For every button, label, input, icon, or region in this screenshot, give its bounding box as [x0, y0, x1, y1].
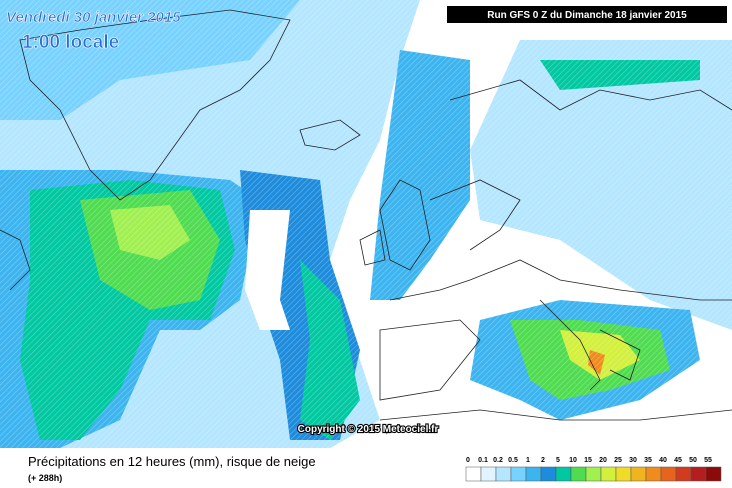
legend-swatch — [705, 466, 722, 482]
legend: 0 0.1 0.2 0.5 1 2 5 10 15 20 25 30 35 40 45 50 55 — [465, 457, 722, 482]
legend-label: 5 — [556, 457, 560, 464]
legend-label: 30 — [629, 457, 637, 464]
legend-swatch — [540, 466, 557, 482]
legend-swatch — [510, 466, 527, 482]
legend-swatch — [495, 466, 512, 482]
map-time: 1:00 locale — [22, 32, 119, 53]
legend-swatch — [690, 466, 707, 482]
legend-swatch — [525, 466, 542, 482]
legend-swatch — [465, 466, 482, 482]
map-date: Vendredi 30 janvier 2015 — [6, 9, 181, 26]
legend-label: 45 — [674, 457, 682, 464]
copyright: Copyright © 2015 Meteociel.fr — [298, 424, 439, 435]
legend-swatch — [615, 466, 632, 482]
legend-swatch — [570, 466, 587, 482]
legend-swatch — [555, 466, 572, 482]
legend-swatch — [630, 466, 647, 482]
legend-label: 0.2 — [493, 457, 503, 464]
legend-swatch — [600, 466, 617, 482]
legend-swatch — [675, 466, 692, 482]
legend-label: 55 — [704, 457, 712, 464]
legend-label: 10 — [569, 457, 577, 464]
legend-label: 15 — [584, 457, 592, 464]
run-box — [447, 6, 727, 23]
legend-label: 35 — [644, 457, 652, 464]
legend-label: 25 — [614, 457, 622, 464]
legend-swatch — [645, 466, 662, 482]
legend-label: 0 — [466, 457, 470, 464]
legend-swatch — [660, 466, 677, 482]
legend-swatch — [585, 466, 602, 482]
legend-label: 40 — [659, 457, 667, 464]
run-info: Run GFS 0 Z du Dimanche 18 janvier 2015 — [487, 10, 687, 21]
legend-label: 1 — [526, 457, 530, 464]
legend-label: 20 — [599, 457, 607, 464]
legend-label: 50 — [689, 457, 697, 464]
footer-lead: (+ 288h) — [28, 473, 62, 483]
legend-label: 2 — [541, 457, 545, 464]
legend-swatch — [480, 466, 497, 482]
precipitation — [0, 0, 732, 448]
legend-label: 0.5 — [508, 457, 518, 464]
footer-title: Précipitations en 12 heures (mm), risque… — [28, 454, 316, 469]
legend-label: 0.1 — [478, 457, 488, 464]
coastlines — [0, 9, 732, 421]
